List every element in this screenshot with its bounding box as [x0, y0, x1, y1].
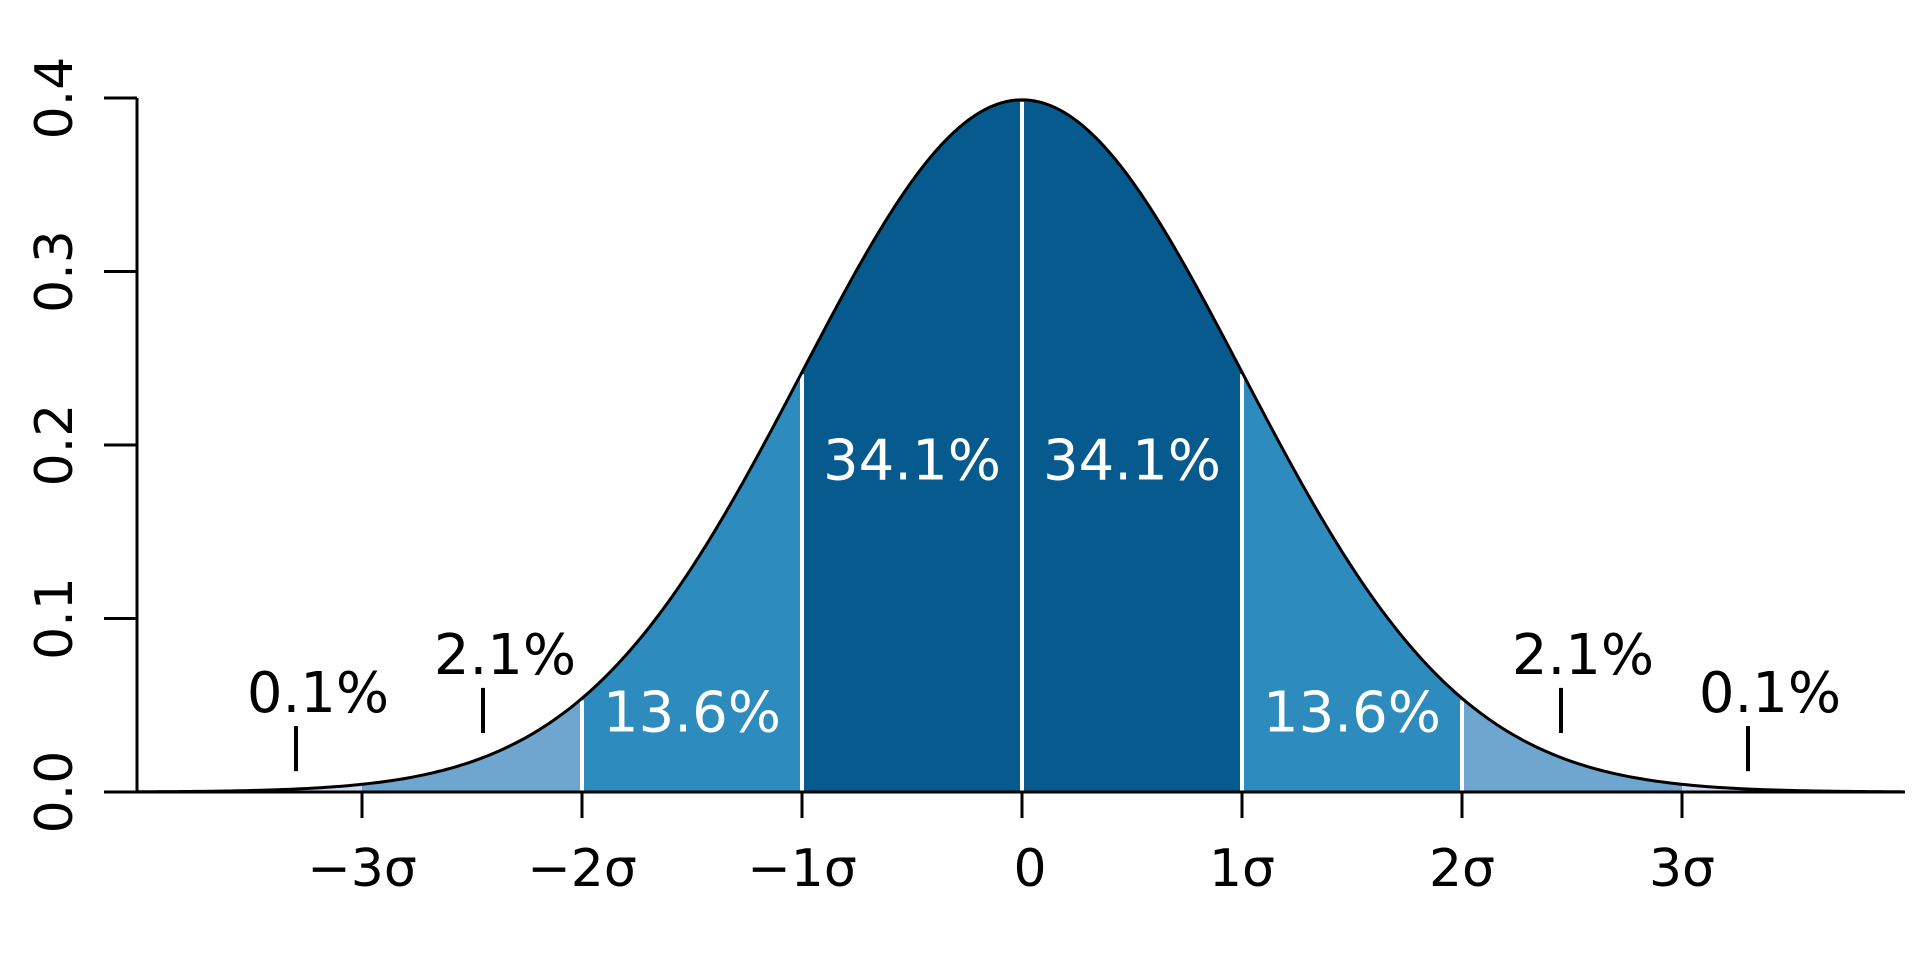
area-segment-6 [1462, 698, 1682, 792]
percent-label-3: 34.1% [823, 429, 1001, 494]
y-tick-label-4: 0.4 [25, 57, 85, 140]
area-segment-7 [1682, 784, 1902, 792]
y-tick-label-3: 0.3 [25, 230, 85, 313]
y-tick-label-2: 0.2 [25, 404, 85, 487]
area-segment-0 [142, 784, 362, 792]
percent-label-5: 13.6% [1263, 680, 1441, 745]
x-tick-label-4: 1σ [1209, 839, 1275, 899]
x-tick-label-5: 2σ [1429, 839, 1495, 899]
percent-label-1: 2.1% [434, 623, 576, 688]
area-segment-4 [1022, 99, 1242, 793]
y-tick-label-1: 0.1 [25, 577, 85, 660]
x-tick-label-0: −3σ [307, 839, 417, 899]
percent-label-0: 0.1% [247, 661, 389, 726]
percent-label-2: 13.6% [603, 680, 781, 745]
density-curve [136, 98, 1904, 794]
y-tick-label-0: 0.0 [25, 751, 85, 834]
percent-label-7: 0.1% [1699, 661, 1841, 726]
area-segment-1 [362, 698, 582, 792]
boundaries-layer [580, 101, 1464, 792]
axes-layer: −3σ −2σ −1σ 0 1σ 2σ 3σ 0.0 0.1 0.2 0.3 0.4 [25, 57, 1905, 899]
x-tick-label-2: −1σ [747, 839, 857, 899]
percent-label-4: 34.1% [1043, 429, 1221, 494]
x-tick-label-1: −2σ [527, 839, 637, 899]
x-tick-label-3: 0 [1013, 839, 1046, 899]
x-tick-label-6: 3σ [1649, 839, 1715, 899]
percent-label-6: 2.1% [1512, 623, 1654, 688]
labels-layer: 0.1% 2.1% 13.6% 34.1% 34.1% 13.6% 2.1% 0.1% [247, 429, 1841, 772]
area-segment-3 [802, 99, 1022, 793]
